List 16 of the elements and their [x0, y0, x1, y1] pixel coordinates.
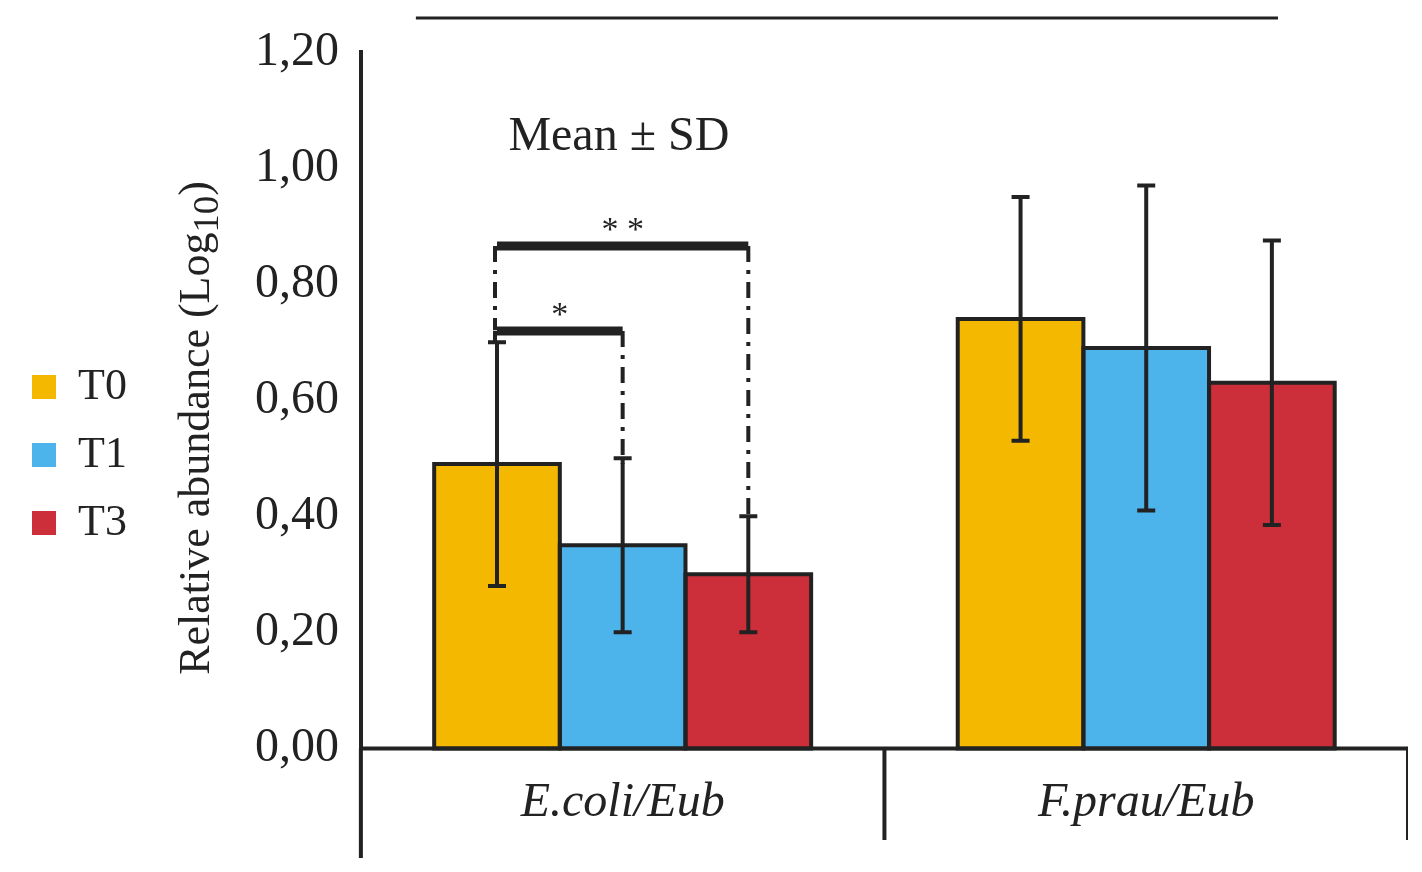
y-tick-label: 0,40	[254, 485, 339, 539]
x-tick-label: E.coli/Eub	[519, 772, 725, 826]
significance-bracket: *	[491, 290, 629, 464]
x-tick-label: F.prau/Eub	[1036, 772, 1255, 826]
legend-label: T1	[78, 427, 127, 477]
annotation: *	[551, 294, 569, 332]
annotation: Mean ± SD	[508, 107, 730, 160]
y-tick-label: 0,00	[254, 718, 339, 772]
y-tick-label: 1,20	[254, 21, 339, 75]
y-tick-label: 1,00	[254, 137, 339, 191]
y-tick-label: 0,20	[254, 601, 339, 655]
annotation: * *	[601, 210, 644, 248]
legend-label: T0	[78, 359, 127, 409]
y-tick-label: 0,80	[254, 253, 339, 307]
y-tick-label: 0,60	[254, 369, 339, 423]
legend-label: T3	[78, 495, 127, 545]
